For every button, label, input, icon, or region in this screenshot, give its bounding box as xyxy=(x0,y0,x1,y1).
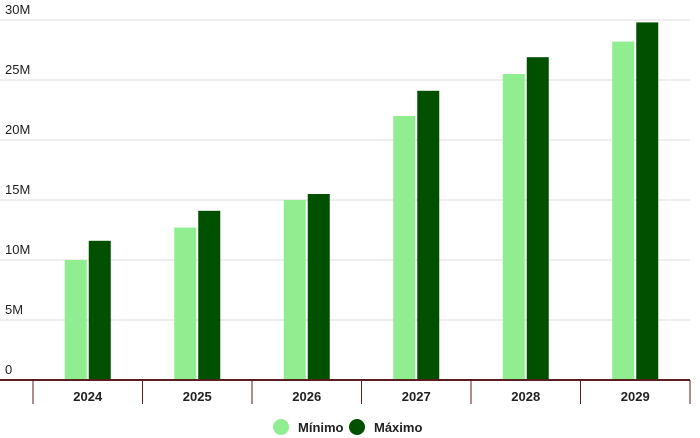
y-tick-label: 5M xyxy=(5,302,23,317)
x-tick-label-2029: 2029 xyxy=(621,389,650,404)
bars xyxy=(64,22,659,381)
legend-label-minimo: Mínimo xyxy=(298,420,344,435)
bar-maximo-2027 xyxy=(417,90,440,381)
legend-swatch-minimo xyxy=(273,419,289,435)
bar-maximo-2026 xyxy=(307,194,330,380)
bar-minimo-2029 xyxy=(612,41,635,380)
y-tick-label: 30M xyxy=(5,2,30,17)
x-tick-label-2026: 2026 xyxy=(292,389,321,404)
x-tick-label-2025: 2025 xyxy=(183,389,212,404)
bar-maximo-2025 xyxy=(198,210,221,380)
bar-minimo-2027 xyxy=(393,116,416,380)
x-tick-label-2024: 2024 xyxy=(73,389,103,404)
legend: Mínimo Máximo xyxy=(273,419,422,435)
bar-minimo-2028 xyxy=(502,74,525,380)
y-tick-label: 10M xyxy=(5,242,30,257)
bar-maximo-2024 xyxy=(88,240,111,380)
grid-lines xyxy=(0,19,690,321)
bar-minimo-2026 xyxy=(283,200,306,380)
y-tick-label: 25M xyxy=(5,62,30,77)
x-axis-tick-labels: 2024 2025 2026 2027 2028 2029 xyxy=(73,389,649,404)
x-tick-label-2027: 2027 xyxy=(402,389,431,404)
x-tick-label-2028: 2028 xyxy=(511,389,540,404)
bar-minimo-2024 xyxy=(64,260,87,380)
y-tick-label: 15M xyxy=(5,182,30,197)
legend-label-maximo: Máximo xyxy=(374,420,422,435)
bar-minimo-2025 xyxy=(174,227,197,380)
y-tick-label: 0 xyxy=(5,362,12,377)
legend-swatch-maximo xyxy=(349,419,365,435)
bar-maximo-2029 xyxy=(636,22,659,381)
y-tick-label: 20M xyxy=(5,122,30,137)
y-axis-tick-labels: 0 5M 10M 15M 20M 25M 30M xyxy=(5,2,30,377)
bar-maximo-2028 xyxy=(526,57,549,380)
x-axis xyxy=(0,379,691,404)
